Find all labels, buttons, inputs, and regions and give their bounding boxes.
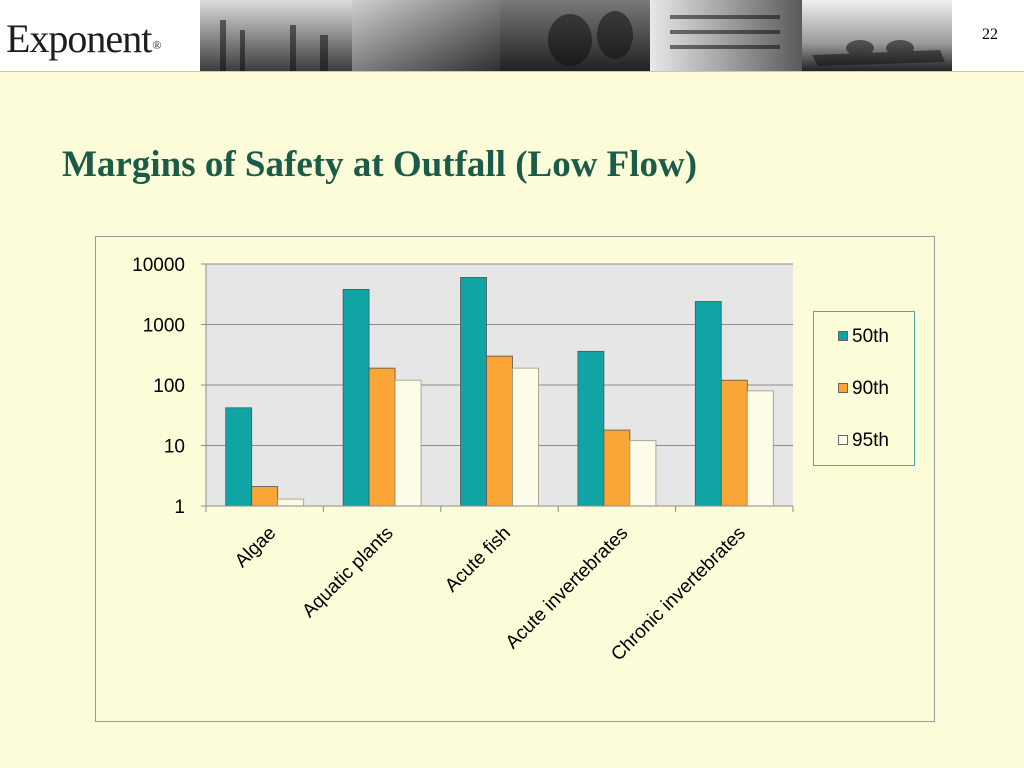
y-tick-label: 1000 (143, 316, 185, 337)
bar-90th-chronic-invertebrates (720, 379, 748, 507)
legend-swatch (838, 331, 848, 341)
legend-label: 50th (852, 326, 889, 347)
legend-swatch (838, 435, 848, 445)
photo-driver (352, 0, 500, 72)
bar-90th-algae (251, 486, 279, 507)
bar-50th-algae (225, 407, 253, 507)
bar-50th-acute-invertebrates (577, 350, 605, 507)
y-tick-label: 1 (174, 497, 185, 518)
x-tick-label: Acute fish (441, 523, 515, 597)
bar-95th-acute-invertebrates (629, 440, 657, 507)
photo-building (650, 0, 802, 72)
bar-95th-chronic-invertebrates (746, 390, 774, 507)
page-number: 22 (982, 26, 998, 43)
chart-legend: 50th 90th 95th (813, 311, 915, 466)
legend-label: 95th (852, 430, 889, 451)
bar-50th-acute-fish (460, 277, 487, 507)
exponent-logo: Exponent® (6, 14, 161, 64)
header-photo-strip (200, 0, 952, 72)
x-tick-label: Aquatic plants (298, 523, 397, 622)
bar-90th-acute-fish (486, 355, 513, 507)
legend-swatch (838, 383, 848, 393)
y-tick-label: 10000 (132, 255, 185, 276)
x-tick-label: Chronic invertebrates (607, 523, 750, 666)
bar-90th-aquatic-plants (368, 367, 396, 507)
logo-text: Exponent (6, 16, 152, 61)
bars (225, 277, 774, 507)
y-axis: 1 10 100 1000 10000 (132, 255, 207, 518)
bar-50th-aquatic-plants (342, 289, 370, 507)
y-tick-label: 100 (153, 376, 185, 397)
bar-50th-chronic-invertebrates (694, 301, 722, 507)
bar-95th-acute-fish (512, 367, 539, 507)
bar-95th-algae (277, 498, 305, 507)
slide-header: Exponent® 22 (0, 0, 1024, 72)
bar-90th-acute-invertebrates (603, 429, 631, 507)
legend-label: 90th (852, 378, 889, 399)
logo-registered-mark: ® (152, 38, 161, 52)
header-divider (0, 71, 1024, 72)
bar-95th-aquatic-plants (394, 379, 422, 507)
x-tick-label: Algae (231, 523, 280, 572)
y-tick-label: 10 (164, 437, 185, 458)
slide-title: Margins of Safety at Outfall (Low Flow) (62, 144, 698, 185)
x-tick-label: Acute invertebrates (502, 523, 633, 654)
